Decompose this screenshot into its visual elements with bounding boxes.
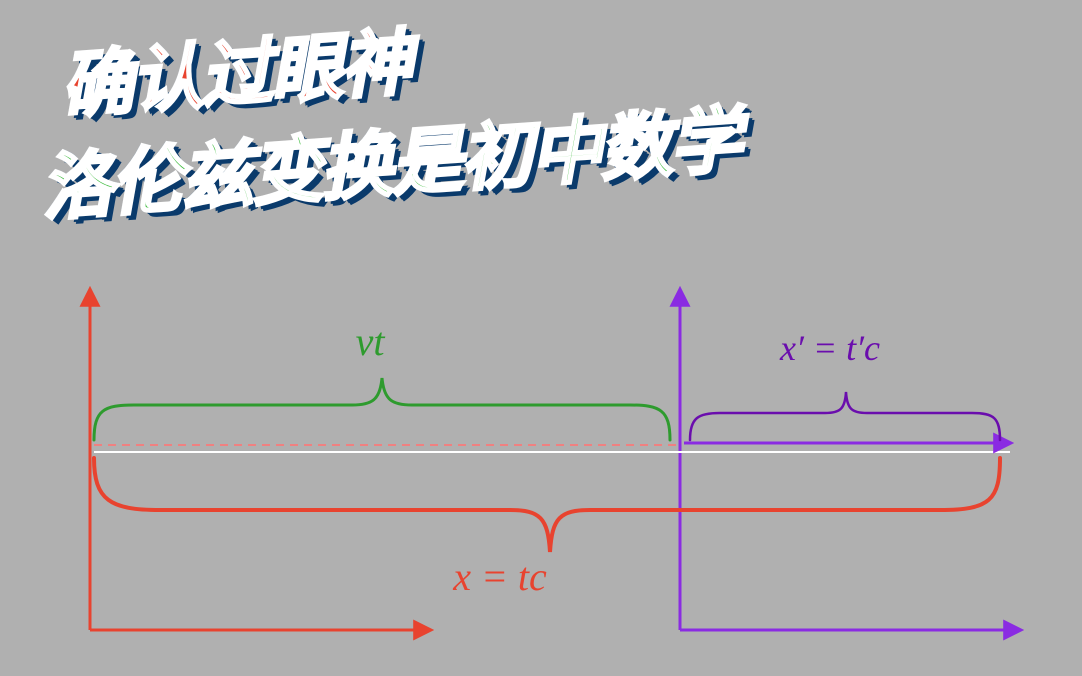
x-tc-brace: [94, 458, 1000, 552]
lorentz-diagram: vt x′ = t′c x = tc: [0, 260, 1082, 676]
xprime-label: x′ = t′c: [779, 328, 880, 368]
xprime-brace: [690, 392, 1000, 440]
x-tc-label: x = tc: [452, 554, 547, 599]
vt-brace: [94, 378, 670, 440]
vt-label: vt: [356, 319, 386, 364]
